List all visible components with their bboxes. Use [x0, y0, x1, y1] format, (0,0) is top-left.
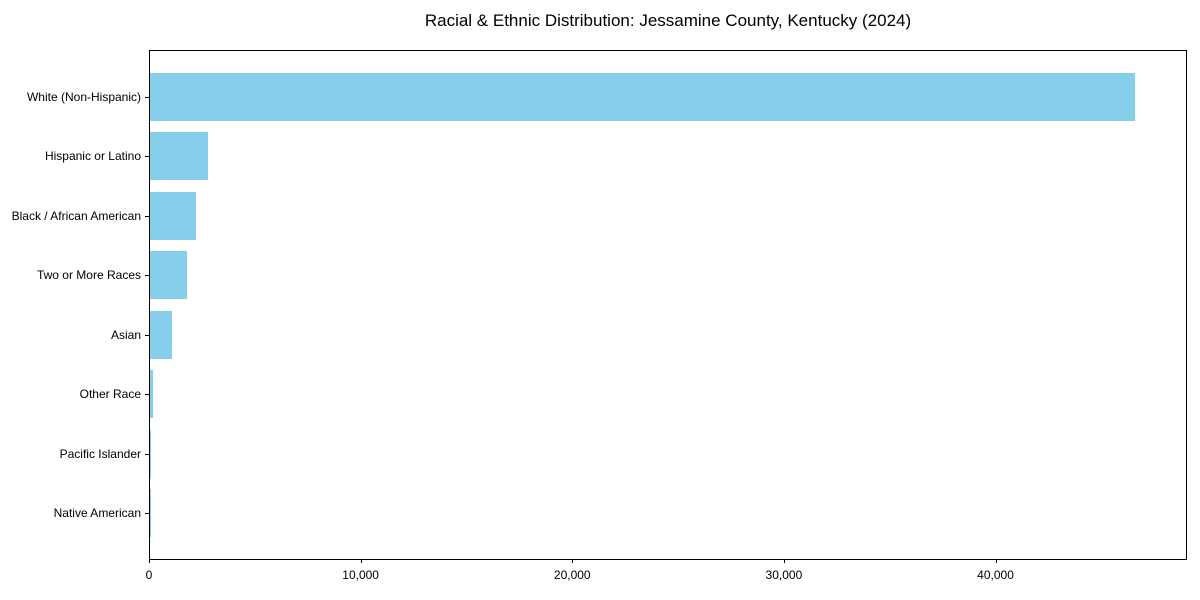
x-tick-mark — [360, 559, 362, 563]
plot-area — [149, 50, 1187, 560]
bar — [150, 73, 1136, 121]
x-tick-label: 40,000 — [977, 568, 1014, 582]
y-tick-label: White (Non-Hispanic) — [26, 90, 141, 104]
chart-title: Racial & Ethnic Distribution: Jessamine … — [424, 11, 912, 30]
bar — [150, 489, 151, 538]
x-tick-label: 10,000 — [342, 568, 379, 582]
bar — [150, 429, 151, 478]
bar — [150, 370, 154, 419]
y-tick-label: Black / African American — [11, 208, 141, 223]
bar — [150, 310, 172, 359]
bar — [150, 251, 187, 300]
x-tick-mark — [995, 559, 997, 563]
x-tick-mark — [149, 559, 150, 563]
x-tick-mark — [783, 559, 785, 563]
bar — [150, 132, 209, 181]
y-tick-mark — [145, 394, 149, 395]
y-tick-label: Hispanic or Latino — [44, 149, 141, 164]
y-tick-label: Asian — [110, 327, 141, 342]
y-tick-mark — [145, 454, 149, 455]
x-tick-label: 20,000 — [553, 568, 591, 582]
y-tick-mark — [145, 97, 149, 98]
bar — [150, 191, 197, 240]
x-tick-label: 0 — [145, 568, 153, 582]
y-tick-mark — [145, 513, 149, 514]
y-tick-label: Native American — [53, 506, 141, 521]
y-tick-label: Pacific Islander — [59, 446, 141, 461]
y-tick-mark — [145, 275, 149, 276]
y-tick-label: Two or More Races — [36, 268, 141, 283]
y-tick-mark — [145, 156, 149, 157]
y-tick-mark — [145, 335, 149, 336]
x-tick-mark — [572, 559, 574, 563]
y-tick-mark — [145, 216, 149, 217]
y-tick-label: Other Race — [79, 387, 141, 402]
x-tick-label: 30,000 — [765, 568, 803, 582]
